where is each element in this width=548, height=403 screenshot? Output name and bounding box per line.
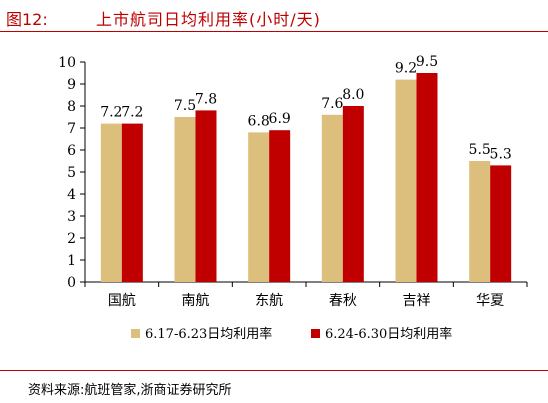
x-category-label: 华夏 (476, 293, 504, 309)
bar-week2 (416, 73, 438, 282)
bar-value-label: 9.5 (416, 54, 438, 70)
bar-week2 (490, 165, 512, 282)
bar-value-label: 7.8 (195, 91, 217, 107)
y-tick-label: 10 (58, 55, 76, 71)
y-axis: 0 1 2 3 4 5 6 7 8 9 10 (58, 55, 86, 291)
x-axis: 国航 南航 东航 春秋 吉祥 华夏 (84, 281, 528, 309)
y-tick-label: 5 (67, 165, 76, 181)
x-category-label: 春秋 (329, 293, 357, 309)
figure-label: 图12: (6, 10, 48, 29)
bar-week2 (342, 106, 364, 282)
bar-value-label: 8.0 (342, 87, 364, 103)
x-category-label: 吉祥 (403, 293, 431, 309)
bar-value-label: 6.8 (248, 113, 270, 129)
bar-value-label: 6.9 (269, 111, 291, 127)
y-tick-label: 3 (67, 209, 76, 225)
x-category-label: 东航 (255, 293, 283, 309)
bar-chart: 0 1 2 3 4 5 6 7 8 9 10 国航 南航 东航 春秋 吉祥 华夏 7.2 7.5 6.8 7.6 9.… (58, 54, 528, 342)
figure-header: 图12: 上市航司日均利用率(小时/天) (0, 0, 548, 32)
bar-value-label: 7.2 (121, 105, 143, 121)
y-tick-label: 9 (67, 77, 76, 93)
footer-divider (0, 370, 548, 371)
chart-title: 上市航司日均利用率(小时/天) (96, 10, 321, 29)
legend-swatch (311, 329, 320, 338)
bar-week1 (248, 132, 270, 282)
bar-week1 (100, 123, 122, 282)
bar-week2 (269, 130, 291, 282)
legend-label: 6.17-6.23日均利用率 (145, 326, 272, 342)
bar-value-label: 5.5 (469, 142, 491, 158)
y-tick-label: 6 (67, 143, 76, 159)
y-tick-label: 0 (67, 275, 76, 291)
y-tick-label: 4 (67, 187, 76, 203)
bar-week2 (121, 123, 143, 282)
bar-week1 (321, 114, 343, 282)
header-divider (0, 31, 548, 32)
data-labels: 7.2 7.5 6.8 7.6 9.2 5.5 7.2 7.8 6.9 8.0 9.5 5.3 (100, 54, 512, 162)
y-tick-label: 2 (67, 231, 76, 247)
x-category-label: 国航 (108, 293, 136, 309)
y-tick-label: 8 (67, 99, 76, 115)
bar-week2 (195, 110, 217, 283)
bar-value-label: 7.5 (174, 98, 196, 114)
y-tick-label: 1 (67, 253, 76, 269)
bar-value-label: 7.2 (100, 105, 122, 121)
legend: 6.17-6.23日均利用率 6.24-6.30日均利用率 (131, 326, 452, 342)
bar-value-label: 7.6 (321, 96, 343, 112)
bar-week1 (174, 117, 196, 282)
x-category-label: 南航 (182, 293, 210, 309)
y-tick-label: 7 (67, 121, 76, 137)
legend-label: 6.24-6.30日均利用率 (325, 326, 452, 342)
source-note: 资料来源:航班管家,浙商证券研究所 (28, 383, 232, 398)
bar-series (100, 73, 512, 283)
bar-week1 (395, 79, 417, 282)
legend-swatch (131, 329, 140, 338)
bar-value-label: 5.3 (490, 146, 512, 162)
bar-week1 (469, 161, 491, 282)
bar-value-label: 9.2 (395, 61, 417, 77)
